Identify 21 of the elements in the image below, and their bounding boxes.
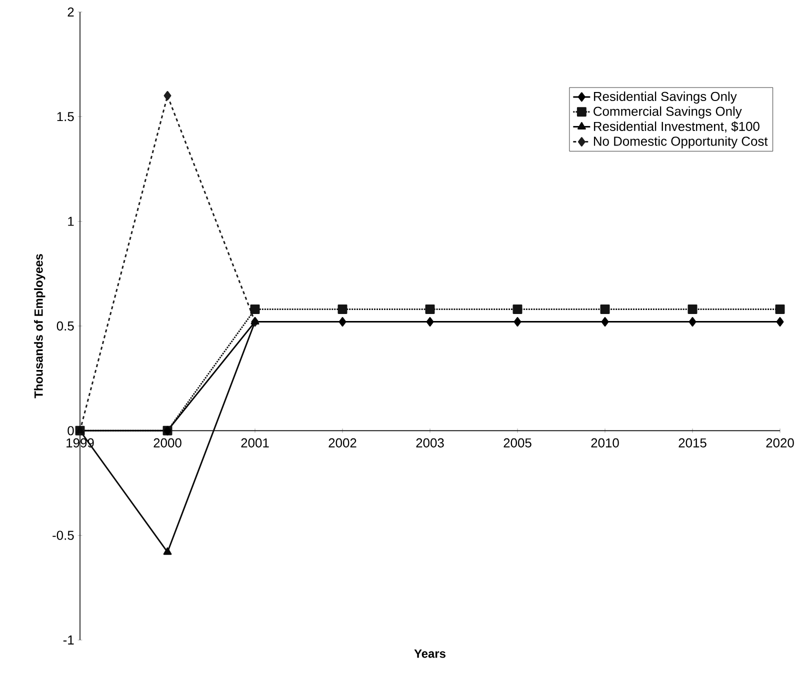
y-axis-title: Thousands of Employees <box>34 254 46 398</box>
x-tick-label: 2020 <box>766 438 794 448</box>
y-tick-label: 1 <box>68 216 74 226</box>
y-tick-label: -1 <box>63 636 74 644</box>
x-tick-label: 2005 <box>504 438 532 448</box>
y-tick-label: -0.5 <box>52 530 74 540</box>
y-tick-label: 2 <box>68 7 74 17</box>
x-tick-label: 2001 <box>241 438 269 448</box>
y-tick-label: 0 <box>68 426 74 436</box>
y-tick-label: 1.5 <box>57 112 74 122</box>
legend-label: Residential Savings Only <box>594 92 737 104</box>
x-axis-title: Years <box>414 650 446 658</box>
y-tick-label: 0.5 <box>56 321 74 331</box>
x-tick-label: 2000 <box>154 438 182 448</box>
x-tick-label: 2010 <box>591 438 619 448</box>
x-tick-label: 2003 <box>416 438 444 448</box>
x-tick-label: 2015 <box>678 438 706 448</box>
legend-label: Commercial Savings Only <box>594 106 742 118</box>
x-tick-label: 2002 <box>328 438 356 448</box>
legend-label: No Domestic Opportunity Cost <box>594 136 768 148</box>
legend-label: Residential Investment, $100 <box>594 121 760 133</box>
